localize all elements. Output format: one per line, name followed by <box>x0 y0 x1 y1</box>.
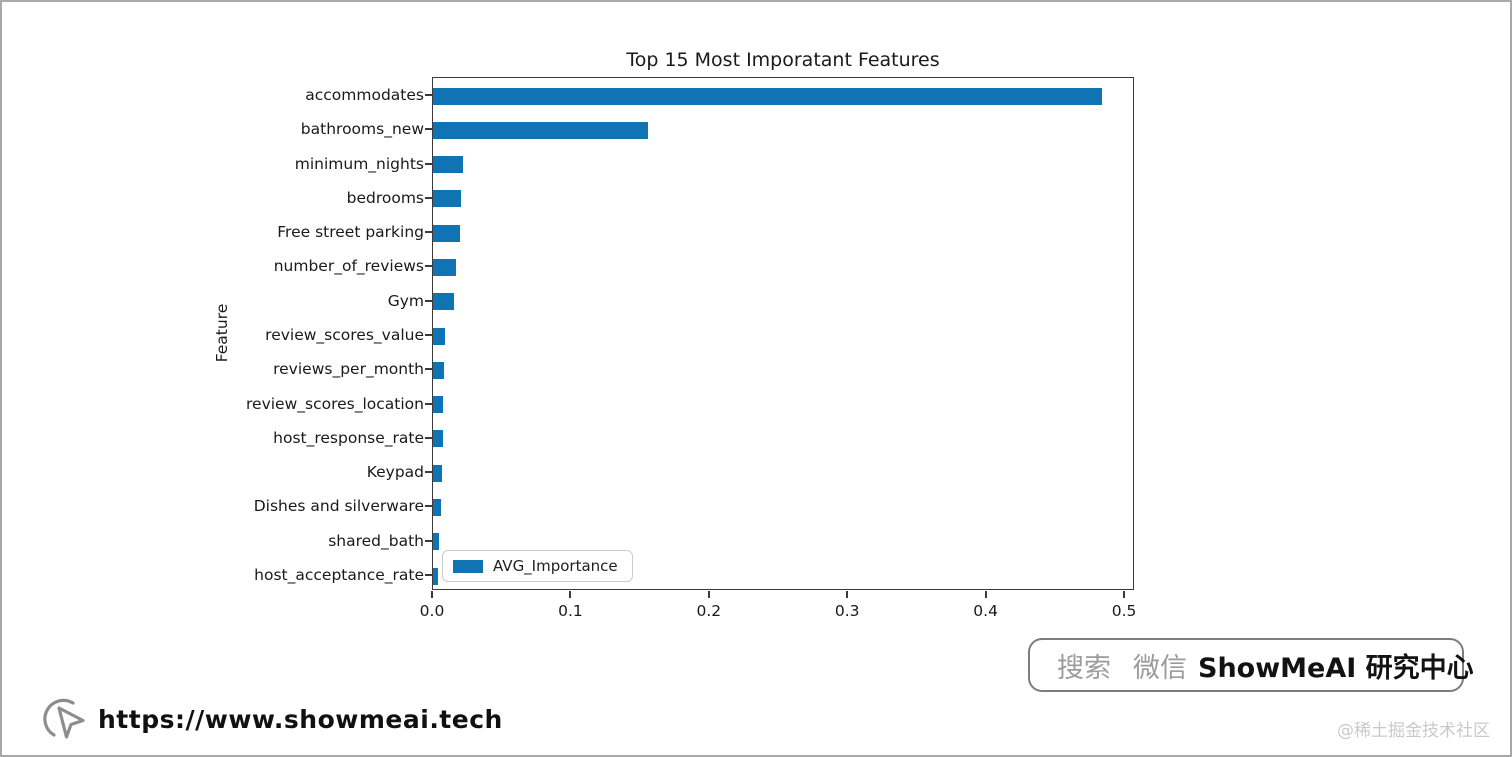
y-tick-label: host_acceptance_rate <box>254 566 424 584</box>
y-tick <box>425 436 432 439</box>
x-tick <box>431 591 433 598</box>
x-tick-label: 0.0 <box>419 602 445 620</box>
site-url: https://www.showmeai.tech <box>98 704 503 734</box>
wechat-label: 微信 <box>1133 652 1187 684</box>
bar-bedrooms <box>433 190 461 208</box>
bar-shared_bath <box>433 533 440 551</box>
cursor-icon <box>43 698 85 739</box>
bar-host_acceptance_rate <box>433 567 438 585</box>
x-tick-label: 0.4 <box>973 602 998 620</box>
bar-reviews_per_month <box>433 361 445 379</box>
y-tick-label: host_response_rate <box>273 428 424 447</box>
y-tick <box>425 471 432 474</box>
plot-area: AVG_Importance <box>432 77 1134 590</box>
y-tick <box>425 128 432 131</box>
y-tick <box>425 162 432 165</box>
y-tick-label: bedrooms <box>346 188 424 207</box>
y-tick <box>425 196 432 199</box>
y-tick-label: Free street parking <box>277 223 424 242</box>
y-tick-label: review_scores_location <box>246 394 424 413</box>
y-tick <box>425 299 432 302</box>
community-watermark: @稀土掘金技术社区 <box>1337 721 1490 741</box>
y-tick-label: minimum_nights <box>294 154 424 173</box>
y-tick <box>425 265 432 268</box>
site-url-watermark: https://www.showmeai.tech <box>40 694 503 744</box>
bar-Keypad <box>433 464 442 482</box>
bar-Gym <box>433 293 455 311</box>
bar-review_scores_location <box>433 396 444 414</box>
y-tick <box>425 539 432 542</box>
x-tick-label: 0.3 <box>834 602 860 620</box>
legend-label: AVG_Importance <box>493 557 618 575</box>
bar-review_scores_value <box>433 327 446 345</box>
legend-swatch <box>453 559 483 573</box>
x-tick <box>984 591 987 598</box>
y-tick-label: shared_bath <box>328 531 424 550</box>
brand-label: ShowMeAI 研究中心 <box>1198 652 1474 684</box>
y-tick-label: Keypad <box>366 463 424 482</box>
bar-Free street parking <box>433 224 460 242</box>
y-tick-label: number_of_reviews <box>273 257 424 276</box>
y-tick-label: reviews_per_month <box>273 360 424 379</box>
x-tick <box>1123 591 1126 598</box>
legend: AVG_Importance <box>442 550 633 582</box>
y-tick-label: bathrooms_new <box>300 120 424 139</box>
y-tick <box>425 402 432 405</box>
x-tick <box>846 591 849 598</box>
x-tick-label: 0.1 <box>558 602 583 620</box>
x-tick <box>707 591 710 598</box>
y-tick-label: Gym <box>387 291 424 310</box>
bar-accommodates <box>433 87 1102 105</box>
y-tick-label: Dishes and silverware <box>253 497 424 516</box>
x-tick <box>569 591 572 598</box>
y-tick <box>425 94 432 96</box>
y-tick-label: review_scores_value <box>265 326 424 344</box>
y-tick-label: accommodates <box>305 86 424 104</box>
y-tick <box>425 574 432 576</box>
y-tick <box>425 334 432 336</box>
y-tick <box>425 505 432 508</box>
x-tick-label: 0.2 <box>696 602 722 620</box>
y-tick <box>425 231 432 234</box>
wechat-search-badge: 搜索 微信 ShowMeAI 研究中心 <box>1028 638 1474 692</box>
bar-host_response_rate <box>433 430 443 448</box>
y-tick <box>425 368 432 371</box>
bar-minimum_nights <box>433 156 464 174</box>
bar-Dishes and silverware <box>433 498 442 516</box>
chart-title: Top 15 Most Imporatant Features <box>626 49 940 71</box>
search-label: 搜索 <box>1057 652 1111 684</box>
x-tick-label: 0.5 <box>1111 602 1137 620</box>
bar-bathrooms_new <box>433 121 648 139</box>
bar-number_of_reviews <box>433 258 456 276</box>
